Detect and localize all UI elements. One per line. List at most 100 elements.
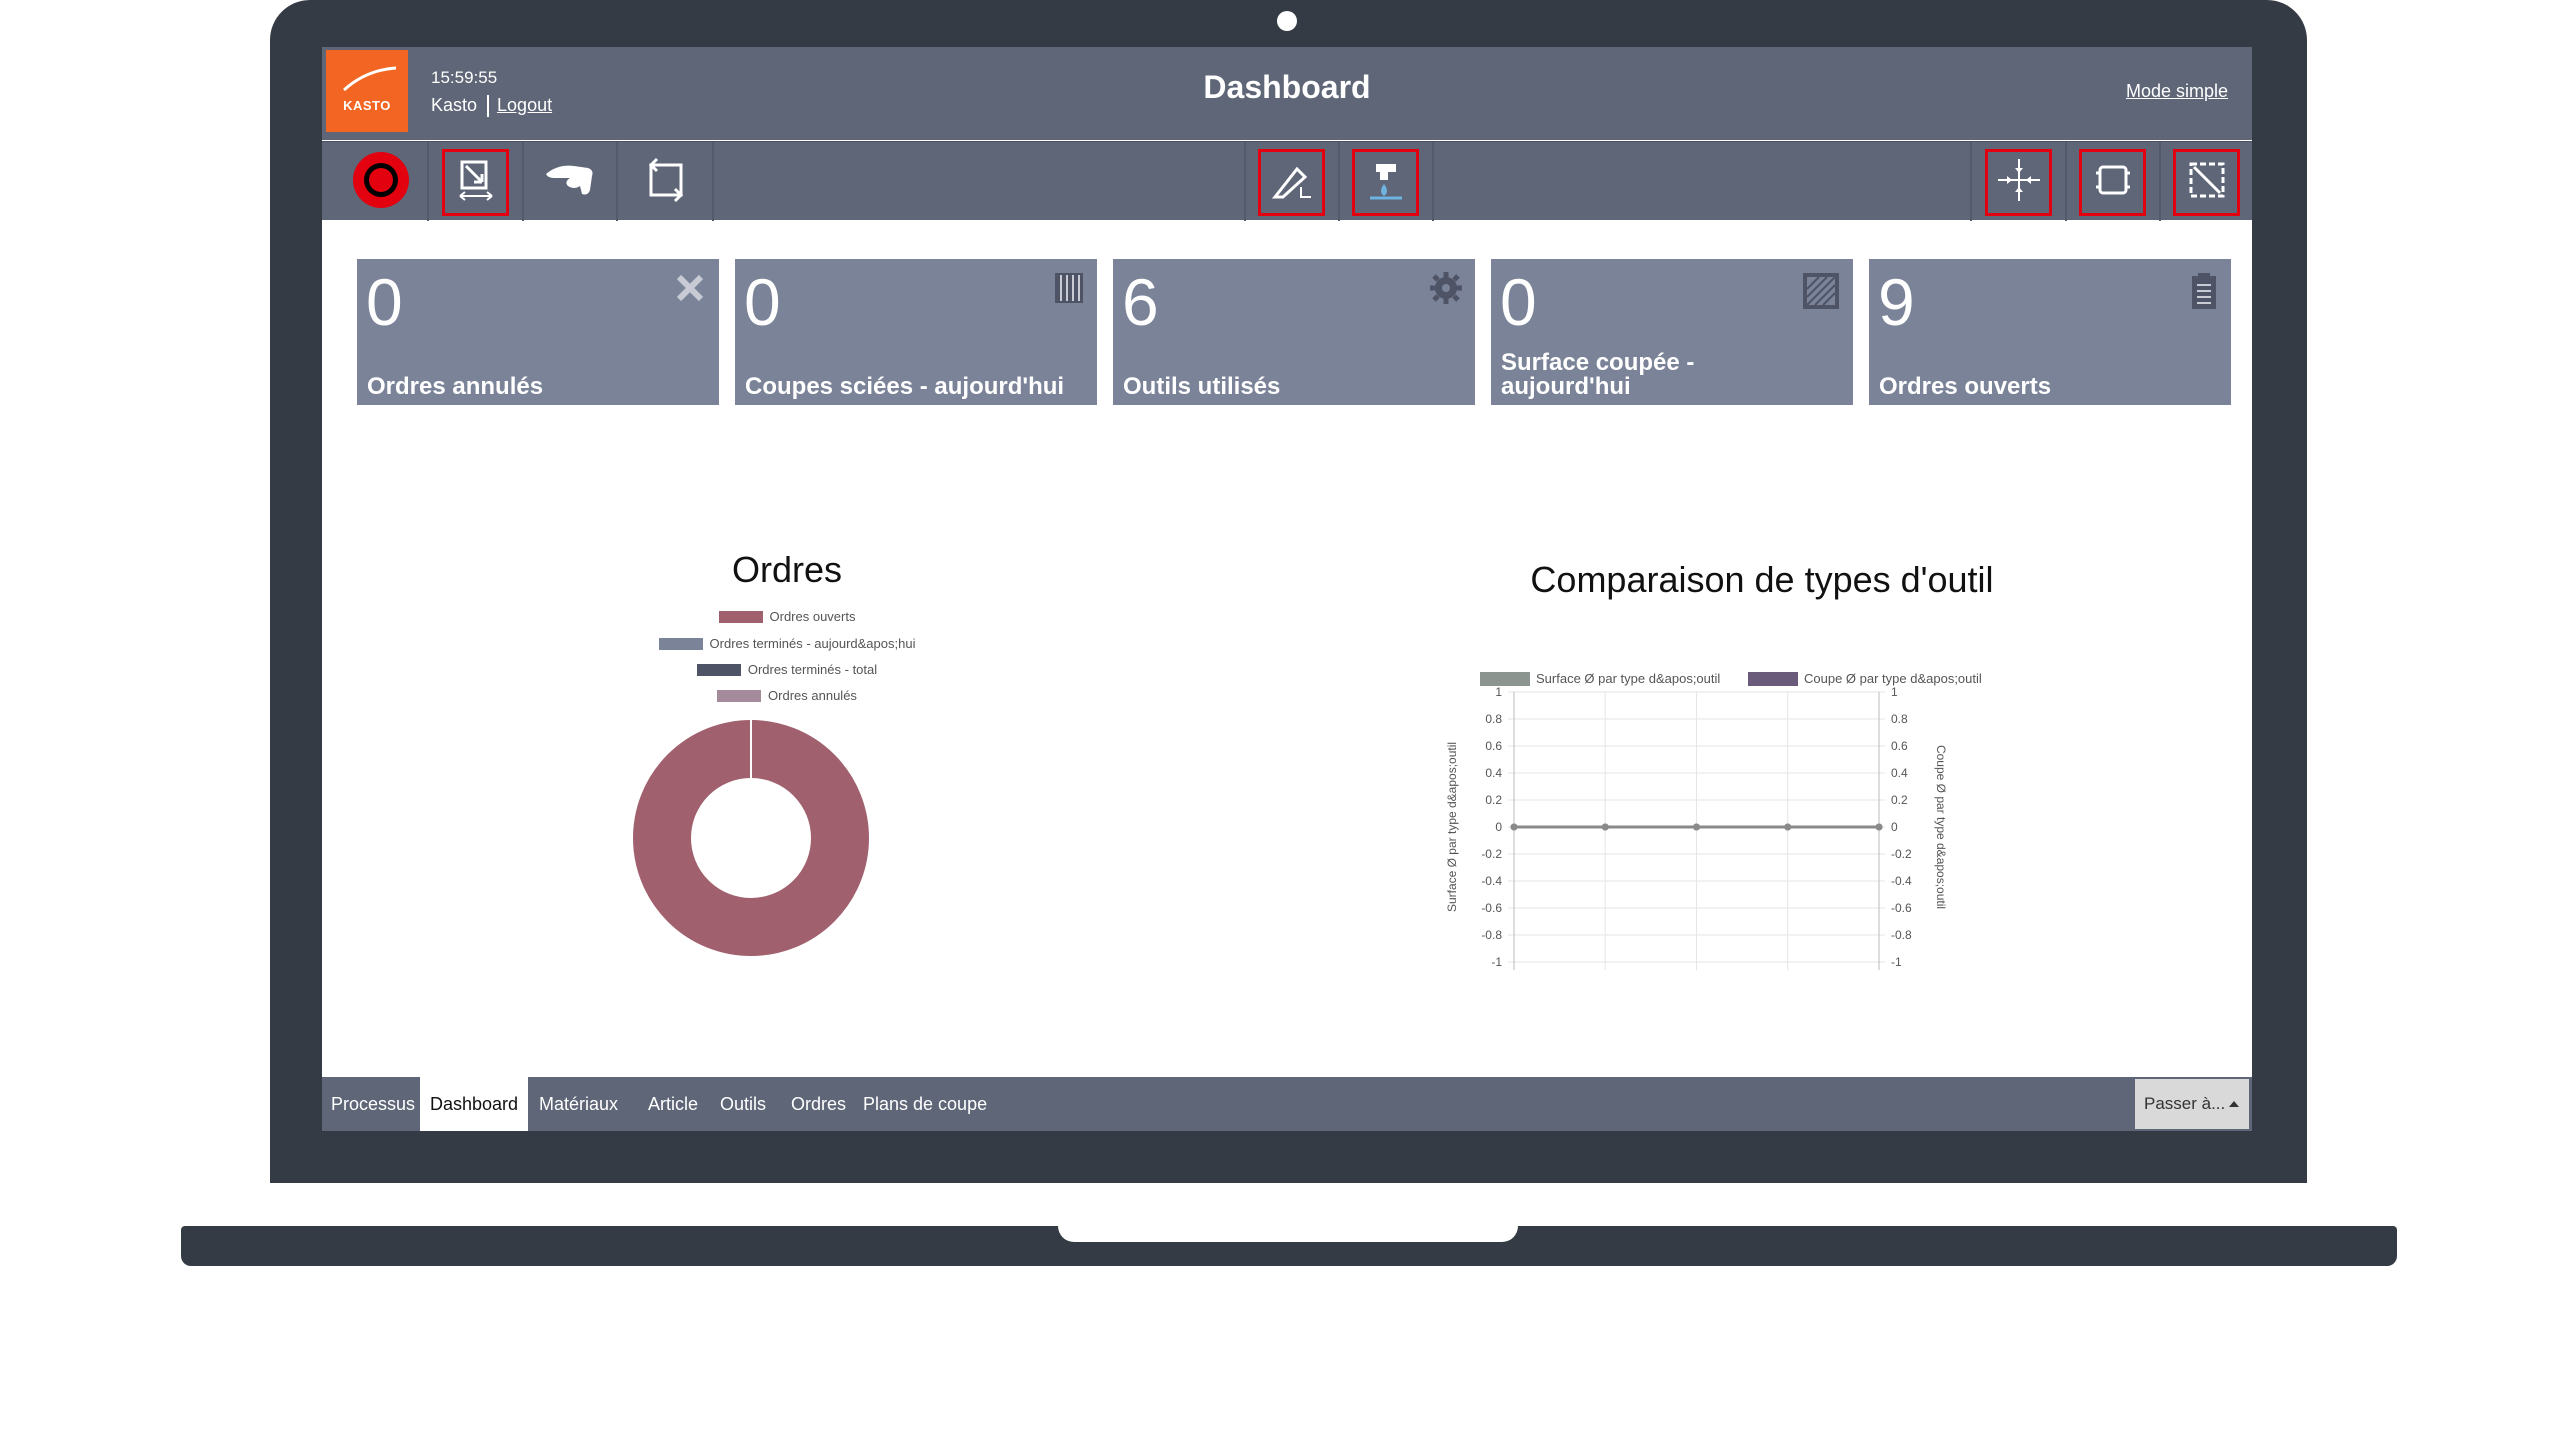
data-point xyxy=(1510,823,1518,831)
cut-angle-button[interactable] xyxy=(1258,149,1325,216)
kasto-logo: KASTO xyxy=(326,50,408,132)
y-tick-left: 0 xyxy=(1495,820,1502,834)
coolant-button[interactable] xyxy=(1352,149,1419,216)
tab-ordres[interactable]: Ordres xyxy=(791,1094,847,1114)
clock: 15:59:55 xyxy=(431,68,498,87)
tile-label: Outils utilisés xyxy=(1123,373,1281,400)
y-tick-left: -0.6 xyxy=(1481,901,1502,915)
clipboard-icon xyxy=(2189,271,2219,316)
y-tick-right: 0.6 xyxy=(1891,739,1908,753)
legend-swatch xyxy=(717,689,762,702)
record-button[interactable] xyxy=(347,149,414,216)
y-tick-left: 0.8 xyxy=(1485,712,1502,726)
mode-simple-link[interactable]: Mode simple xyxy=(2125,81,2228,101)
toolbar xyxy=(322,141,2252,221)
rotate-frame-button[interactable] xyxy=(632,149,699,216)
y-tick-left: 0.2 xyxy=(1485,793,1502,807)
tile-label: Ordres ouverts xyxy=(1879,373,2052,400)
tile-value: 0 xyxy=(366,265,403,339)
tile-label: Ordres annulés xyxy=(367,373,544,400)
laptop-notch xyxy=(1058,1226,1518,1242)
goto-label: Passer à... xyxy=(2144,1094,2226,1113)
header-bar: KASTO 15:59:55 Kasto Logout Dashboard Mod… xyxy=(322,47,2252,140)
center-clamp-icon xyxy=(1996,157,2042,208)
data-point xyxy=(1784,823,1792,831)
legend-swatch xyxy=(718,610,763,623)
legend-item[interactable]: Ordres ouverts xyxy=(322,609,1252,624)
y-tick-left: -0.4 xyxy=(1481,874,1502,888)
tile-value: 6 xyxy=(1122,265,1159,339)
legend-swatch xyxy=(1748,672,1798,686)
legend-swatch xyxy=(1480,672,1530,686)
tab-materiaux[interactable]: Matériaux xyxy=(539,1094,619,1114)
y-tick-left: -0.8 xyxy=(1481,928,1502,942)
tile-ordres-annules[interactable]: 0 Ordres annulés xyxy=(357,259,719,405)
y-tick-right: 0.2 xyxy=(1891,793,1908,807)
chart-title-comparaison: Comparaison de types d'outil xyxy=(1530,559,1994,600)
y-tick-right: -0.8 xyxy=(1891,928,1912,942)
tab-outils[interactable]: Outils xyxy=(720,1094,767,1114)
legend-label: Ordres terminés - total xyxy=(747,662,878,677)
toolbar-divider xyxy=(1970,142,1972,221)
diagonal-cut-button[interactable] xyxy=(2173,149,2240,216)
camera-dot xyxy=(1277,11,1297,31)
tile-surface-coupee[interactable]: 0 Surface coupée - aujourd'hui xyxy=(1491,259,1853,405)
legend-swatch xyxy=(696,663,741,676)
page-title: Dashboard xyxy=(1203,69,1371,105)
rotate-frame-icon xyxy=(643,157,689,208)
logout-link[interactable]: Logout xyxy=(497,95,553,115)
tile-outils-utilises[interactable]: 6 Outils utilisés xyxy=(1113,259,1475,405)
legend-label: Ordres terminés - aujourd&apos;hui xyxy=(709,636,916,651)
diagonal-cut-icon xyxy=(2186,159,2228,206)
donut-chart xyxy=(633,720,869,956)
y-tick-right: -0.4 xyxy=(1891,874,1912,888)
tab-dashboard[interactable]: Dashboard xyxy=(420,1077,529,1131)
tile-label: Coupes sciées - aujourd'hui xyxy=(745,373,1065,400)
toolbar-divider xyxy=(2159,142,2161,221)
saw-blade-icon xyxy=(1053,271,1085,310)
separator xyxy=(487,95,490,118)
tile-ordres-ouverts[interactable]: 9 Ordres ouverts xyxy=(1869,259,2231,405)
toolbar-divider xyxy=(522,142,524,221)
data-point xyxy=(1875,823,1883,831)
toolbar-divider xyxy=(427,142,429,221)
hand-icon xyxy=(544,160,596,205)
username: Kasto xyxy=(431,95,478,115)
caret-up-icon xyxy=(2229,1101,2239,1107)
y-tick-left: 1 xyxy=(1495,685,1502,699)
y-tick-right: -0.2 xyxy=(1891,847,1912,861)
tile-coupes-sciees[interactable]: 0 Coupes sciées - aujourd'hui xyxy=(735,259,1097,405)
tile-label: Surface coupée - aujourd'hui xyxy=(1501,351,1694,399)
legend-label: Coupe Ø par type d&apos;outil xyxy=(1804,671,1982,686)
logo-text: KASTO xyxy=(343,98,391,113)
tile-value: 9 xyxy=(1878,265,1915,339)
tool-measure-button[interactable] xyxy=(442,149,509,216)
tab-processus[interactable]: Processus xyxy=(331,1094,416,1114)
goto-dropdown[interactable]: Passer à... xyxy=(2135,1079,2249,1129)
y-tick-right: 0.8 xyxy=(1891,712,1908,726)
tile-value: 0 xyxy=(1500,265,1537,339)
frame-icon xyxy=(2092,159,2134,206)
legend-label: Surface Ø par type d&apos;outil xyxy=(1536,671,1720,686)
chart-title-ordres: Ordres xyxy=(731,549,843,590)
tab-plans-de-coupe[interactable]: Plans de coupe xyxy=(863,1094,988,1114)
tab-article[interactable]: Article xyxy=(648,1094,699,1114)
toolbar-divider xyxy=(1244,142,1246,221)
app-screen: KASTO 15:59:55 Kasto Logout Dashboard Mod… xyxy=(322,47,2252,1131)
cut-angle-icon xyxy=(1271,159,1313,206)
y-tick-right: -0.6 xyxy=(1891,901,1912,915)
center-clamp-button[interactable] xyxy=(1985,149,2052,216)
y-tick-right: 1 xyxy=(1891,685,1898,699)
gear-icon xyxy=(1429,271,1463,310)
legend-item[interactable]: Ordres annulés xyxy=(322,688,1252,703)
manual-button[interactable] xyxy=(536,149,603,216)
frame-button[interactable] xyxy=(2079,149,2146,216)
y-tick-left: -1 xyxy=(1491,955,1502,969)
y-tick-left: 0.4 xyxy=(1485,766,1502,780)
toolbar-divider xyxy=(616,142,618,221)
legend-item[interactable]: Ordres terminés - total xyxy=(322,662,1252,677)
y-tick-left: 0.6 xyxy=(1485,739,1502,753)
y-tick-right: 0.4 xyxy=(1891,766,1908,780)
legend-item[interactable]: Ordres terminés - aujourd&apos;hui xyxy=(322,636,1252,651)
y-tick-right: 0 xyxy=(1891,820,1898,834)
